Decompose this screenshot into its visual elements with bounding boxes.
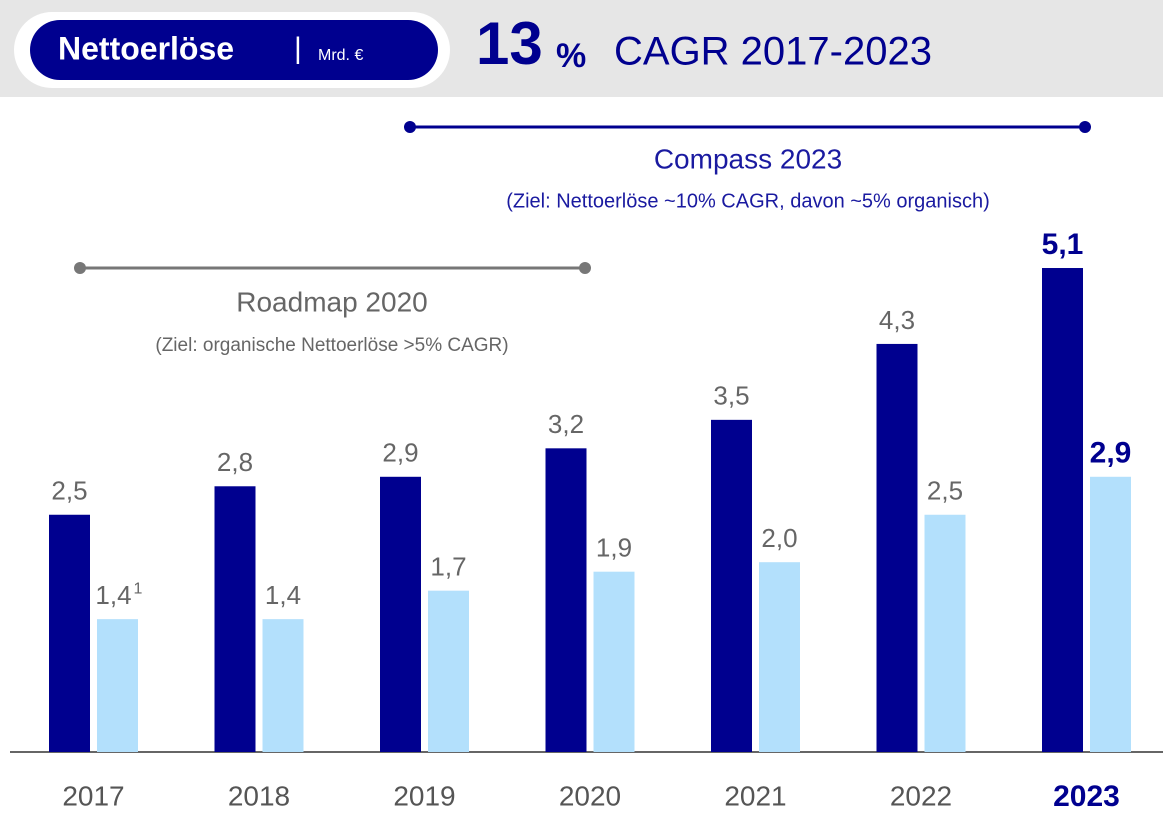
value-label: 2,9 <box>1090 437 1132 470</box>
separator: | <box>294 32 302 65</box>
roadmap-note: (Ziel: organische Nettoerlöse >5% CAGR) <box>155 335 508 356</box>
cagr-number: 13 <box>476 10 543 77</box>
x-tick-label: 2020 <box>559 780 621 811</box>
compass-dot <box>404 121 416 133</box>
roadmap-dot <box>579 262 591 274</box>
bar <box>593 571 635 752</box>
pill-title: Nettoerlöse <box>58 30 234 66</box>
bar <box>428 590 469 752</box>
roadmap-title: Roadmap 2020 <box>236 286 427 317</box>
bar <box>876 343 918 752</box>
x-tick-label: 2021 <box>724 780 786 811</box>
pill <box>30 20 438 80</box>
value-label: 3,5 <box>713 381 749 411</box>
compass-note: (Ziel: Nettoerlöse ~10% CAGR, davon ~5% … <box>506 190 990 212</box>
bar <box>262 619 304 752</box>
cagr-text: CAGR 2017-2023 <box>614 30 932 74</box>
value-label: 2,5 <box>927 476 963 506</box>
bar <box>1042 268 1083 752</box>
compass-title: Compass 2023 <box>654 143 842 174</box>
value-label: 2,9 <box>382 438 418 468</box>
x-tick-label: 2023 <box>1053 780 1120 813</box>
value-label: 3,2 <box>548 409 584 439</box>
bar <box>1090 476 1131 752</box>
value-label: 4,3 <box>879 305 915 335</box>
roadmap-dot <box>74 262 86 274</box>
cagr-percent: % <box>556 37 586 75</box>
bar <box>49 514 90 752</box>
value-label: 1,7 <box>430 552 466 582</box>
footnote-marker: 1 <box>134 580 143 597</box>
bar <box>759 562 800 752</box>
compass-dot <box>1079 121 1091 133</box>
bar <box>545 448 587 752</box>
bar <box>380 476 421 752</box>
value-label: 5,1 <box>1042 228 1084 261</box>
value-label: 2,5 <box>51 476 87 506</box>
bar <box>214 486 256 752</box>
value-label: 1,4 <box>95 580 131 610</box>
x-tick-label: 2017 <box>62 780 124 811</box>
value-label: 1,9 <box>596 533 632 563</box>
value-label: 1,4 <box>265 580 301 610</box>
x-tick-label: 2022 <box>890 780 952 811</box>
unit: Mrd. € <box>318 47 363 64</box>
value-label: 2,0 <box>761 523 797 553</box>
bar <box>97 619 138 752</box>
value-label: 2,8 <box>217 447 253 477</box>
bar <box>711 419 752 752</box>
bar <box>924 514 966 752</box>
x-tick-label: 2019 <box>393 780 455 811</box>
x-tick-label: 2018 <box>228 780 290 811</box>
